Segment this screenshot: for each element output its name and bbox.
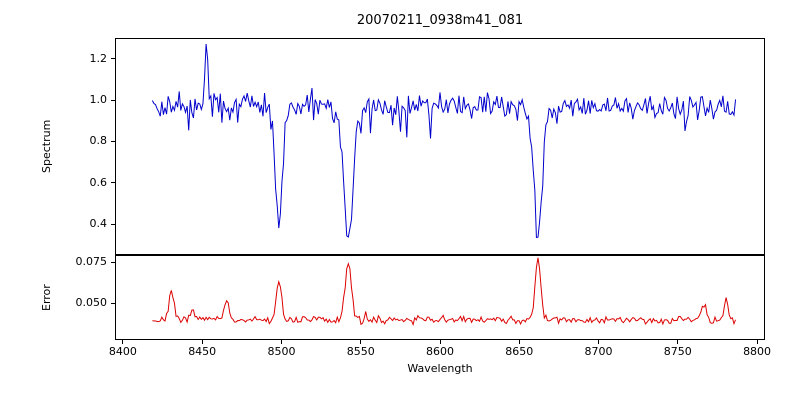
error-axis-label: Error	[40, 284, 53, 311]
spectrum-y-tick-label: 1.2	[89, 51, 108, 65]
spectrum-axis-label: Spectrum	[40, 119, 53, 174]
spectrum-y-tick	[111, 58, 115, 60]
error-y-tick-label: 0.075	[75, 255, 108, 269]
error-y-tick	[111, 261, 115, 263]
x-tick-label: 8450	[188, 345, 217, 358]
x-tick-label: 8750	[663, 345, 692, 358]
x-tick-label: 8500	[267, 345, 296, 358]
x-tick	[598, 340, 600, 344]
x-tick	[439, 340, 441, 344]
spectrum-y-tick	[111, 182, 115, 184]
x-tick	[518, 340, 520, 344]
x-tick	[360, 340, 362, 344]
spectrum-y-tick-label: 0.4	[89, 217, 108, 230]
spectrum-y-tick	[111, 223, 115, 225]
x-tick-label: 8700	[584, 345, 613, 358]
error-panel	[115, 255, 765, 340]
spectrum-y-tick-label: 1.0	[89, 93, 108, 106]
spectrum-y-tick-label: 0.6	[89, 175, 108, 189]
x-tick	[677, 340, 679, 344]
x-tick-label: 8400	[108, 345, 137, 358]
error-y-tick-label: 0.050	[75, 296, 108, 310]
spectrum-y-tick	[111, 99, 115, 101]
error-line	[152, 257, 737, 327]
x-tick	[122, 340, 124, 344]
spectrum-y-tick-label: 0.8	[89, 134, 108, 148]
error-y-tick	[111, 302, 115, 304]
chart-title: 20070211_0938m41_081	[356, 13, 524, 28]
spectrum-y-tick	[111, 140, 115, 142]
error-svg	[152, 257, 737, 327]
x-tick	[756, 340, 758, 344]
x-tick-label: 8800	[743, 345, 772, 358]
x-axis-label: Wavelength	[407, 362, 473, 375]
x-tick-label: 8600	[426, 345, 454, 358]
x-tick	[201, 340, 203, 344]
x-tick-label: 8550	[346, 345, 375, 358]
x-tick	[280, 340, 282, 344]
spectrum-svg	[151, 43, 737, 239]
spectrum-panel	[115, 38, 765, 255]
x-tick-label: 8650	[505, 345, 534, 358]
spectrum-line	[151, 43, 737, 239]
